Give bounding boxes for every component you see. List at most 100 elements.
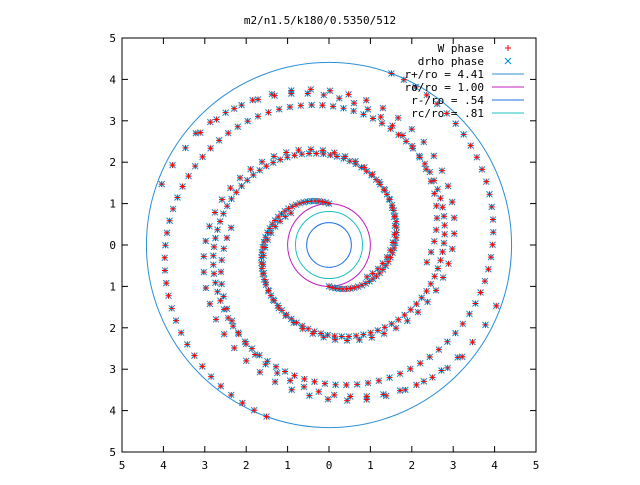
x-tick-label: 2 (243, 459, 250, 472)
data-points (158, 70, 500, 420)
y-tick-label: 4 (109, 405, 116, 418)
w-phase-point (437, 257, 444, 264)
w-phase-point (282, 312, 289, 319)
w-phase-point (284, 154, 291, 161)
w-phase-point (374, 327, 381, 334)
w-phase-point (238, 182, 245, 189)
w-phase-point (271, 92, 278, 99)
reference-circles (145, 61, 513, 429)
w-phase-point (395, 114, 402, 121)
w-phase-point (490, 229, 497, 236)
w-phase-point (270, 296, 277, 303)
w-phase-point (161, 267, 168, 274)
w-phase-point (420, 138, 427, 145)
w-phase-point (414, 309, 421, 316)
w-phase-point (256, 352, 263, 359)
w-phase-point (389, 122, 396, 129)
legend-label: W phase (438, 42, 484, 55)
w-phase-point (211, 243, 218, 250)
w-phase-point (260, 270, 267, 277)
w-phase-point (423, 92, 430, 99)
w-phase-point (353, 332, 360, 339)
w-phase-point (260, 261, 267, 268)
w-phase-point (451, 214, 458, 221)
w-phase-point (351, 100, 358, 107)
w-phase-point (278, 307, 285, 314)
w-phase-point (228, 224, 235, 231)
x-tick-label: 1 (284, 459, 291, 472)
w-phase-point (441, 231, 448, 238)
w-phase-point (426, 169, 433, 176)
w-phase-point (270, 153, 277, 160)
w-phase-point (258, 265, 265, 272)
w-phase-point (233, 189, 240, 196)
w-phase-point (395, 316, 402, 323)
w-phase-point (210, 252, 217, 259)
w-phase-point (421, 160, 428, 167)
w-phase-point (391, 213, 398, 220)
w-phase-point (391, 231, 398, 238)
w-phase-point (388, 70, 395, 77)
w-phase-point (449, 198, 456, 205)
w-phase-point (449, 245, 456, 252)
w-phase-point (272, 378, 279, 385)
w-phase-point (281, 208, 288, 215)
w-phase-point (486, 191, 493, 198)
w-phase-point (211, 209, 218, 216)
w-phase-point (208, 373, 215, 380)
w-phase-point (433, 226, 440, 233)
w-phase-point (272, 217, 279, 224)
x-tick-label: 2 (408, 459, 415, 472)
y-tick-label: 5 (109, 446, 116, 459)
w-phase-point (222, 109, 229, 116)
w-phase-point (397, 370, 404, 377)
w-phase-point (252, 351, 259, 358)
w-phase-point (192, 163, 199, 170)
w-phase-point (300, 199, 307, 206)
w-phase-point (298, 151, 305, 158)
w-phase-point (191, 352, 198, 359)
w-phase-point (184, 341, 191, 348)
w-phase-point (178, 329, 185, 336)
w-phase-point (326, 87, 333, 94)
w-phase-point (400, 76, 407, 83)
w-phase-point (297, 102, 304, 109)
w-phase-point (386, 195, 393, 202)
w-phase-point (243, 357, 250, 364)
w-phase-point (364, 106, 371, 113)
y-tick-label: 5 (109, 32, 116, 45)
w-phase-point (408, 126, 415, 133)
w-phase-point (439, 204, 446, 211)
w-phase-point (444, 338, 451, 345)
w-phase-point (264, 358, 271, 365)
w-phase-point (295, 147, 302, 154)
w-phase-point (407, 365, 414, 372)
w-phase-point (163, 280, 170, 287)
w-phase-point (438, 167, 445, 174)
w-phase-point (381, 324, 388, 331)
w-phase-point (206, 223, 213, 230)
w-phase-point (409, 143, 416, 150)
w-phase-point (479, 166, 486, 173)
w-phase-point (373, 176, 380, 183)
w-phase-point (262, 361, 269, 368)
w-phase-point (320, 150, 327, 157)
w-phase-point (213, 316, 220, 323)
w-phase-point (395, 131, 402, 138)
w-phase-point (346, 158, 353, 165)
w-phase-point (164, 229, 171, 236)
w-phase-point (459, 320, 466, 327)
w-phase-point (315, 388, 322, 395)
legend-label: r-/ro = .54 (411, 94, 484, 107)
w-phase-point (452, 330, 459, 337)
x-tick-label: 4 (491, 459, 498, 472)
w-phase-point (172, 317, 179, 324)
w-phase-point (249, 97, 256, 104)
w-phase-point (299, 325, 306, 332)
w-phase-point (192, 130, 199, 137)
w-phase-point (216, 137, 223, 144)
w-phase-point (278, 210, 285, 217)
